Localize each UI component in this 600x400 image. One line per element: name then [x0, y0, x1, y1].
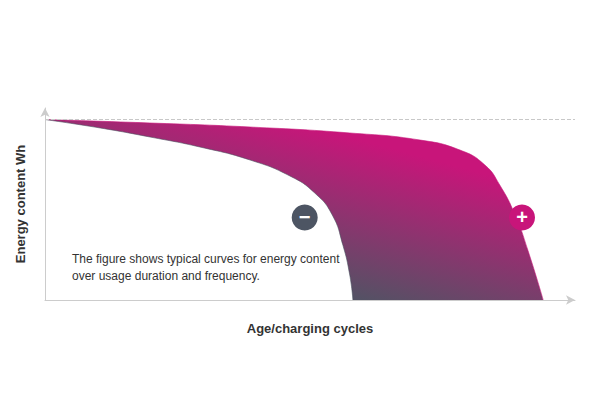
svg-text:Age/charging cycles: Age/charging cycles [247, 321, 373, 336]
svg-text:+: + [516, 206, 528, 228]
svg-text:over usage duration and freque: over usage duration and frequency. [72, 269, 260, 283]
svg-text:Energy content Wh: Energy content Wh [13, 145, 28, 264]
svg-text:−: − [299, 206, 311, 228]
svg-text:The figure shows typical curve: The figure shows typical curves for ener… [72, 252, 340, 266]
